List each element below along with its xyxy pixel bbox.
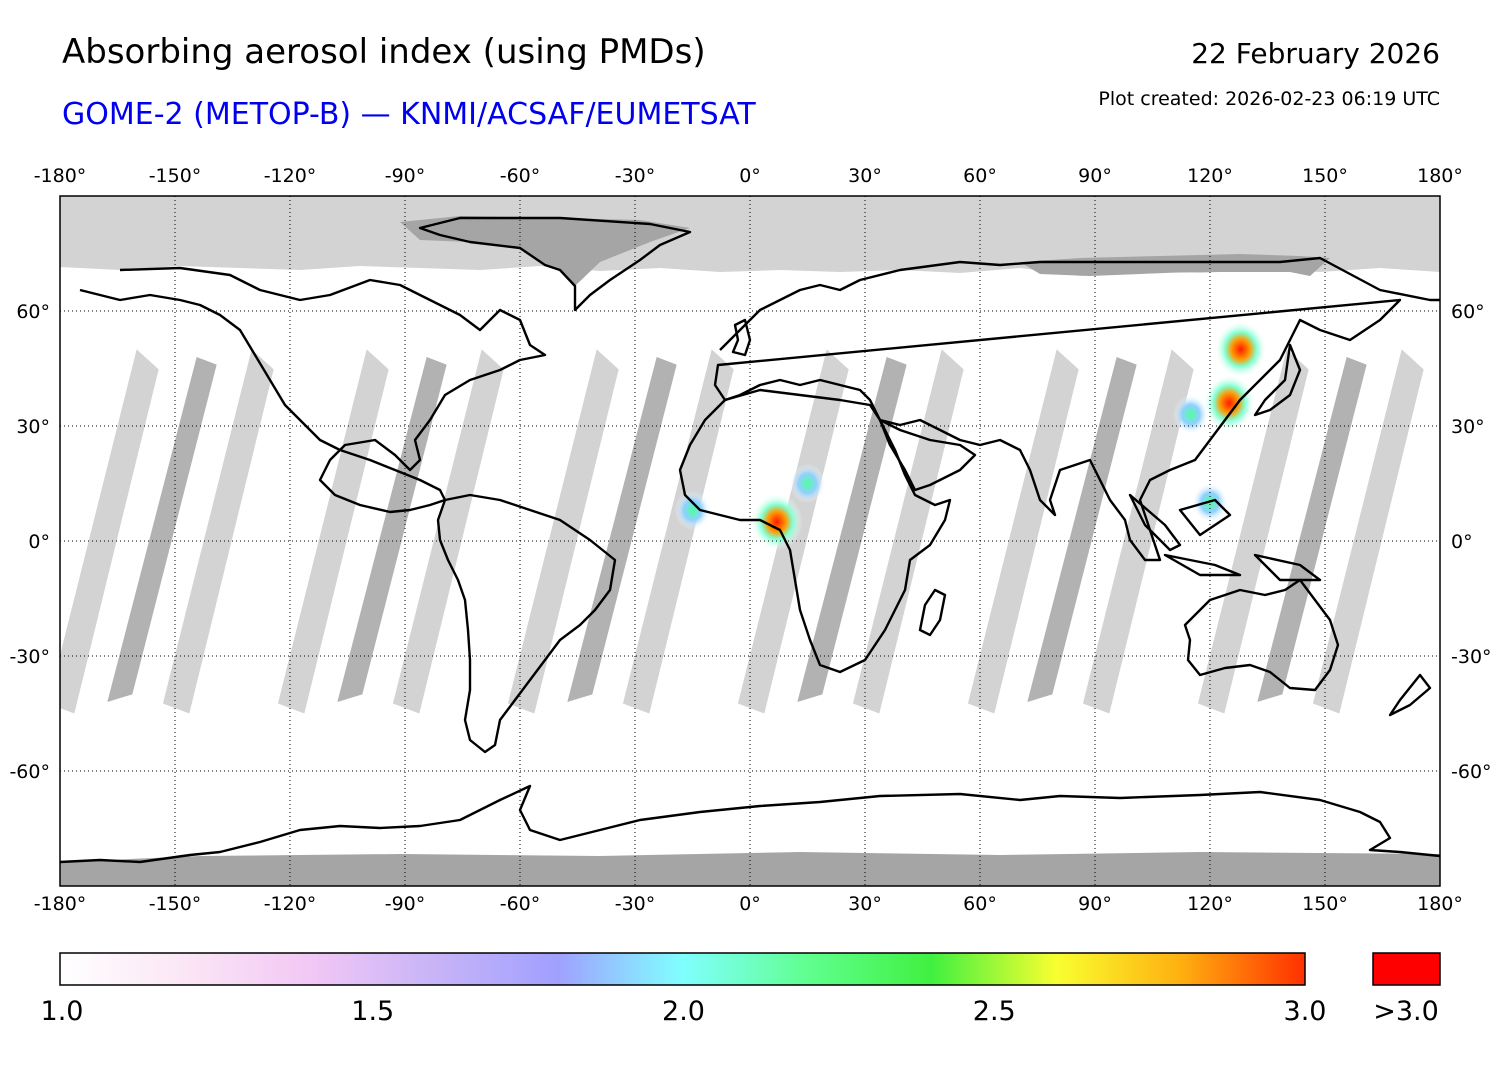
- orbit-gap-9: [1082, 349, 1194, 714]
- lat-labels-right: 60° 30° 0° -30° -60°: [1451, 301, 1492, 783]
- lon-label-bottom: -60°: [500, 893, 541, 915]
- orbit-gap-dark-4: [567, 357, 677, 702]
- australia-outline: [1183, 578, 1340, 692]
- hotspot-2: [1214, 320, 1267, 378]
- hotspot-4: [1172, 394, 1209, 435]
- lat-label-right: 0°: [1451, 531, 1473, 553]
- lon-label-top: 0°: [739, 165, 761, 187]
- antarctica-outline: [60, 784, 1440, 864]
- greenland-no-data: [400, 216, 690, 286]
- orbit-gap-1: [162, 349, 274, 714]
- hotspot-1: [789, 463, 826, 504]
- lon-label-bottom: 60°: [963, 893, 997, 915]
- lon-label-bottom: 180°: [1417, 893, 1463, 915]
- lon-label-bottom: -120°: [264, 893, 317, 915]
- lon-label-top: 150°: [1302, 165, 1348, 187]
- north-america-outline: [79, 266, 547, 514]
- lon-label-top: 30°: [848, 165, 882, 187]
- lon-label-top: -60°: [500, 165, 541, 187]
- map-title: Absorbing aerosol index (using PMDs): [62, 32, 706, 72]
- lat-label-right: 60°: [1451, 301, 1485, 323]
- lon-labels-top: -180° -150° -120° -90° -60° -30° 0° 30° 60° 90° 12…: [34, 165, 1463, 187]
- britain-outline: [731, 318, 752, 357]
- orbit-gap-11: [1312, 349, 1424, 714]
- africa-outline: [678, 388, 952, 674]
- lon-label-bottom: 120°: [1187, 893, 1233, 915]
- orbit-gap-4: [507, 349, 619, 714]
- hotspot-5: [674, 490, 711, 531]
- lon-label-top: 180°: [1417, 165, 1463, 187]
- lon-label-bottom: -30°: [615, 893, 656, 915]
- lon-label-top: -120°: [264, 165, 317, 187]
- lon-label-top: 120°: [1187, 165, 1233, 187]
- orbit-gap-10: [1197, 349, 1309, 714]
- lon-label-bottom: 90°: [1078, 893, 1112, 915]
- orbit-gap-dark-6: [797, 357, 907, 702]
- colorbar-overflow-swatch: [1372, 952, 1441, 986]
- lon-label-bottom: 150°: [1302, 893, 1348, 915]
- orbit-gap-dark-0: [107, 357, 217, 702]
- greenland-outline: [418, 216, 692, 312]
- lon-label-top: 90°: [1078, 165, 1112, 187]
- orbit-gap-3: [392, 349, 504, 714]
- aerosol-hotspots: [674, 320, 1267, 551]
- orbit-gap-2: [277, 349, 389, 714]
- south-america-outline: [436, 493, 617, 754]
- lon-label-bottom: -90°: [385, 893, 426, 915]
- lon-labels-bottom: -180° -150° -120° -90° -60° -30° 0° 30° 60° 90° 12…: [34, 893, 1463, 915]
- indonesia-outline: [1128, 493, 1322, 582]
- lat-labels-left: 60° 30° 0° -30° -60°: [9, 301, 50, 783]
- lon-label-top: -30°: [615, 165, 656, 187]
- arabia-outline: [878, 418, 977, 492]
- lon-label-top: -90°: [385, 165, 426, 187]
- hotspot-3: [1203, 374, 1256, 432]
- madagascar-outline: [918, 588, 947, 637]
- lon-label-top: -150°: [149, 165, 202, 187]
- colorbar-overflow-label: >3.0: [1373, 996, 1439, 1027]
- colorbar-tick-label: 1.0: [40, 996, 84, 1027]
- map-frame: [59, 195, 1441, 887]
- hotspot-0: [750, 493, 803, 551]
- orbit-gap-dark-8: [1027, 357, 1137, 702]
- lon-label-bottom: 0°: [739, 893, 761, 915]
- new-zealand-outline: [1388, 673, 1432, 717]
- orbit-gap-8: [967, 349, 1079, 714]
- lon-label-bottom: 30°: [848, 893, 882, 915]
- arctic-dark-strip: [1020, 254, 1330, 276]
- lon-label-top: 60°: [963, 165, 997, 187]
- orbit-gap-5: [622, 349, 734, 714]
- colorbar-tick-label: 1.5: [351, 996, 395, 1027]
- map-subtitle: GOME-2 (METOP-B) — KNMI/ACSAF/EUMETSAT: [62, 97, 756, 132]
- lon-label-top: -180°: [34, 165, 87, 187]
- colorbar-tick-label: 2.5: [972, 996, 1016, 1027]
- orbit-gap-dark-2: [337, 357, 447, 702]
- plot-created-timestamp: Plot created: 2026-02-23 06:19 UTC: [1098, 88, 1440, 110]
- lon-label-bottom: -150°: [149, 893, 202, 915]
- lon-label-bottom: -180°: [34, 893, 87, 915]
- lat-label-left: 60°: [16, 301, 50, 323]
- lat-label-left: 30°: [16, 416, 50, 438]
- lat-label-right: -60°: [1451, 761, 1492, 783]
- colorbar: [59, 952, 1306, 986]
- orbit-gap-dark-10: [1257, 357, 1367, 702]
- japan-outline: [1253, 343, 1302, 417]
- lat-label-right: -30°: [1451, 646, 1492, 668]
- colorbar-tick-label: 3.0: [1283, 996, 1327, 1027]
- lat-label-left: -60°: [9, 761, 50, 783]
- colorbar-tick-label: 2.0: [662, 996, 705, 1027]
- lat-label-left: 0°: [28, 531, 50, 553]
- graticule: [60, 196, 1440, 886]
- orbit-gap-0: [60, 349, 159, 714]
- lat-label-right: 30°: [1451, 416, 1485, 438]
- eurasia-outline: [713, 256, 1440, 562]
- coastlines: [60, 216, 1440, 864]
- observation-date: 22 February 2026: [1191, 37, 1440, 70]
- lat-label-left: -30°: [9, 646, 50, 668]
